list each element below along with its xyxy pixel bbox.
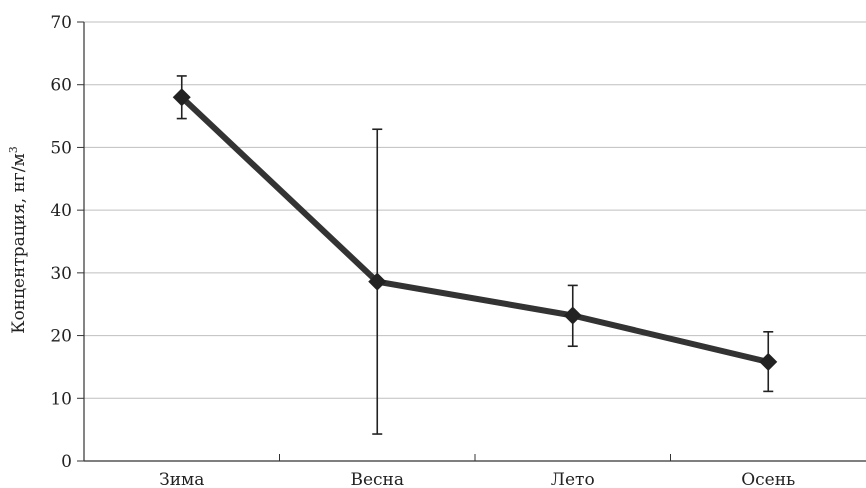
x-tick-label: Зима	[159, 470, 204, 488]
data-point	[172, 88, 191, 107]
y-axis-title-text: Концентрация, нг/м	[9, 153, 29, 333]
error-bars	[176, 75, 774, 435]
y-tick-label: 50	[50, 138, 72, 158]
grid-lines	[84, 21, 866, 399]
y-tick-label: 0	[61, 452, 72, 472]
x-tick-label: Весна	[350, 470, 404, 488]
x-tick-label: Осень	[741, 470, 795, 488]
y-tick-label: 30	[50, 264, 72, 284]
axes	[77, 21, 866, 462]
y-tick-label: 60	[50, 76, 72, 96]
data-point	[368, 272, 387, 291]
series-line	[179, 95, 769, 365]
data-point	[563, 306, 582, 325]
tick-labels: 0 10 20 30 40 50 60 70 Зима Весна Лето Осень	[50, 13, 795, 488]
data-point	[759, 352, 778, 371]
y-axis-title-superscript: 3	[7, 146, 20, 153]
x-tick-label: Лето	[551, 470, 595, 488]
y-tick-label: 20	[50, 327, 72, 347]
y-axis-title: Концентрация, нг/м3	[7, 146, 29, 333]
y-tick-label: 70	[50, 13, 72, 33]
y-tick-label: 40	[50, 201, 72, 221]
y-tick-label: 10	[50, 389, 72, 409]
series	[172, 88, 778, 371]
